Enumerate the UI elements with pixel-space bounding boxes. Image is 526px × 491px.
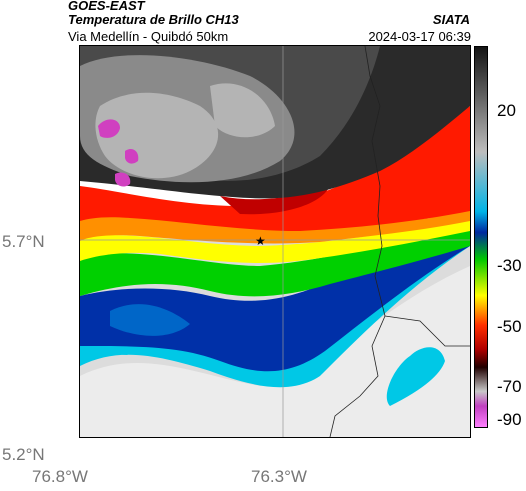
temperature-colorbar xyxy=(474,46,488,428)
product-title: Temperatura de Brillo CH13 xyxy=(68,12,239,27)
agency-label: SIATA xyxy=(432,12,470,27)
colorbar-tick-m50: -50 xyxy=(497,317,522,336)
timestamp-label: 2024-03-17 06:39 xyxy=(368,29,471,44)
brightness-temperature-field: ★ xyxy=(80,46,470,437)
lon-tick-1: 76.8°W xyxy=(32,467,88,486)
lon-tick-2: 76.3°W xyxy=(251,467,307,486)
colorbar-tick-m70: -70 xyxy=(497,377,522,396)
satellite-map[interactable]: ★ xyxy=(80,46,470,437)
colorbar-tick-m90: -90 xyxy=(497,410,522,429)
lat-tick-1: 5.7°N xyxy=(2,232,45,251)
lat-tick-2: 5.2°N xyxy=(2,445,45,464)
satellite-label: GOES-EAST xyxy=(68,0,145,13)
colorbar-tick-m30: -30 xyxy=(497,256,522,275)
route-subtitle: Via Medellín - Quibdó 50km xyxy=(68,29,229,44)
colorbar-tick-20: 20 xyxy=(497,101,516,120)
star-icon: ★ xyxy=(255,234,266,248)
